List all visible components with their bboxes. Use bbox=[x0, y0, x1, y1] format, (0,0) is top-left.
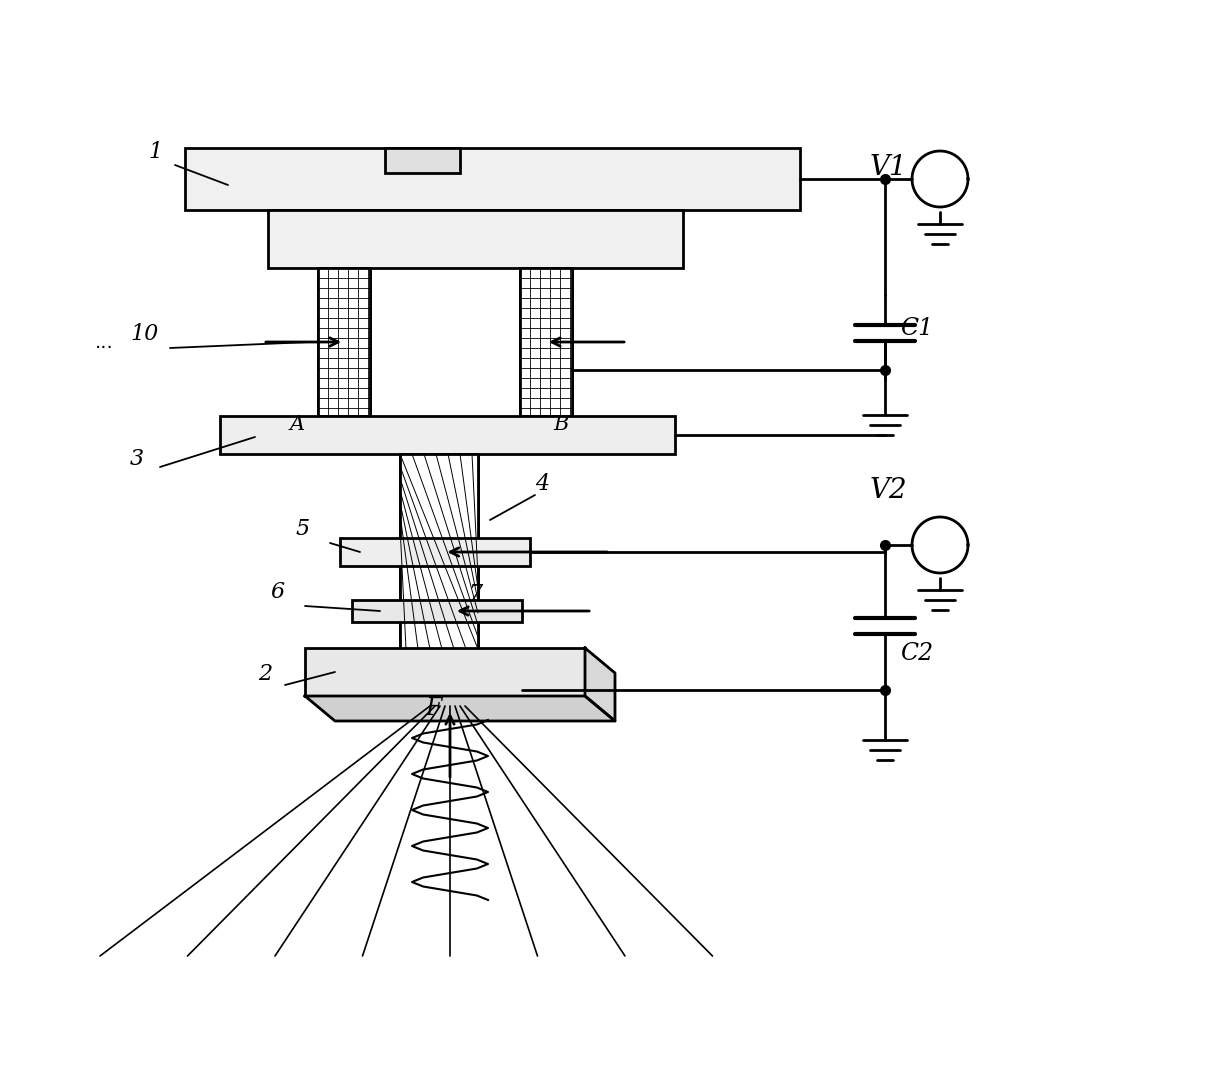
Polygon shape bbox=[305, 696, 615, 721]
Bar bbox=[352, 600, 522, 622]
Bar bbox=[305, 648, 585, 696]
Text: 5: 5 bbox=[295, 518, 309, 540]
Bar bbox=[520, 268, 573, 416]
Text: C2: C2 bbox=[900, 642, 933, 665]
Text: 6: 6 bbox=[270, 581, 284, 603]
Bar bbox=[385, 148, 460, 173]
Bar bbox=[400, 454, 478, 648]
Bar bbox=[318, 268, 370, 416]
Bar bbox=[185, 148, 801, 210]
Text: 7: 7 bbox=[468, 583, 482, 605]
Text: 3: 3 bbox=[130, 448, 145, 470]
Text: B: B bbox=[553, 415, 569, 434]
Text: 2: 2 bbox=[257, 663, 272, 685]
Text: 10: 10 bbox=[130, 323, 158, 345]
Bar bbox=[268, 210, 683, 268]
Text: C1: C1 bbox=[900, 317, 933, 340]
Polygon shape bbox=[585, 648, 615, 721]
Bar bbox=[520, 268, 573, 416]
Text: 1: 1 bbox=[148, 141, 162, 163]
Bar bbox=[219, 416, 676, 454]
Text: F: F bbox=[425, 697, 441, 720]
Bar bbox=[400, 454, 478, 648]
Text: A: A bbox=[291, 415, 305, 434]
Bar bbox=[318, 268, 370, 416]
Text: V2: V2 bbox=[870, 477, 907, 504]
Text: V1: V1 bbox=[870, 154, 907, 181]
Text: 4: 4 bbox=[535, 473, 549, 495]
Text: ...: ... bbox=[94, 333, 114, 352]
Bar bbox=[340, 538, 530, 566]
